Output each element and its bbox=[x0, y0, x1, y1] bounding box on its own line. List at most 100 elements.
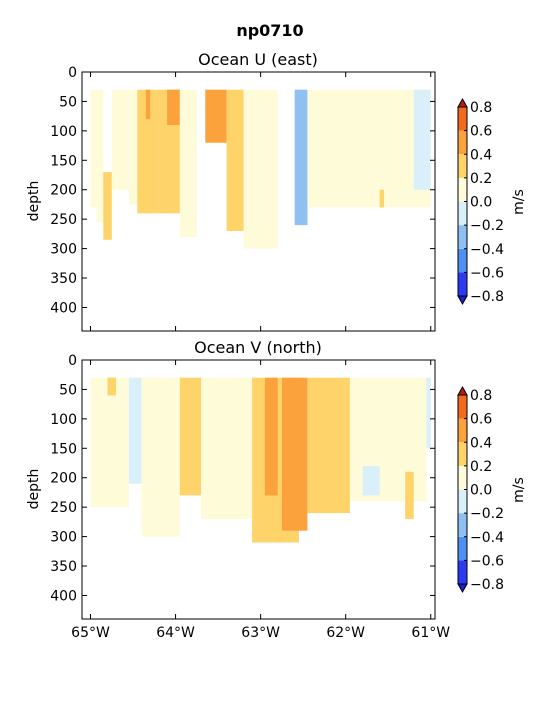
colorbar-tick-label: 0.2 bbox=[470, 171, 492, 187]
heatmap-cell bbox=[226, 89, 244, 231]
colorbar-swatch bbox=[458, 513, 467, 537]
y-axis-label: depth bbox=[26, 181, 42, 222]
y-tick-label: 300 bbox=[50, 530, 77, 546]
colorbar-swatch bbox=[458, 130, 467, 155]
panel-ocean-u: Ocean U (east) depth m/s 0 50 100 150 200 250… bbox=[26, 50, 527, 332]
heatmap-cell bbox=[111, 89, 129, 190]
colorbar-tick-label: 0.4 bbox=[470, 147, 492, 163]
heatmap-cell bbox=[179, 377, 202, 496]
heatmap-cell bbox=[128, 377, 142, 484]
y-tick-label: 0 bbox=[68, 65, 77, 81]
y-tick-label: 350 bbox=[50, 271, 77, 287]
x-tick-label: 65°W bbox=[71, 625, 110, 641]
colorbar-swatch bbox=[458, 272, 467, 296]
colorbar-tick-label: 0.8 bbox=[470, 100, 492, 116]
colorbar-tick-label: 0.0 bbox=[470, 195, 492, 211]
colorbar-swatch bbox=[458, 418, 467, 443]
heatmap-cell bbox=[264, 377, 278, 496]
colorbar-label: m/s bbox=[511, 189, 527, 215]
colorbar-swatch bbox=[458, 536, 467, 561]
heatmap-cell bbox=[281, 377, 308, 531]
colorbar-swatch bbox=[458, 248, 467, 273]
colorbar-label: m/s bbox=[511, 477, 527, 503]
colorbar-extend-min bbox=[457, 583, 468, 594]
colorbar-tick-label: 0.2 bbox=[470, 459, 492, 475]
colorbar-extend-min bbox=[457, 295, 468, 306]
heatmap-cell bbox=[362, 466, 380, 496]
heatmap-cell bbox=[145, 89, 151, 120]
y-tick-label: 150 bbox=[50, 441, 77, 457]
y-tick-label: 250 bbox=[50, 212, 77, 228]
heatmap-cells bbox=[90, 377, 431, 543]
heatmap-cell bbox=[167, 89, 180, 125]
colorbar-tick-label: −0.6 bbox=[470, 553, 504, 569]
axes-frame bbox=[81, 359, 436, 620]
y-tick-label: 350 bbox=[50, 559, 77, 575]
heatmap-cell bbox=[307, 377, 350, 514]
y-tick-label: 100 bbox=[50, 124, 77, 140]
x-tick-label: 64°W bbox=[156, 625, 195, 641]
figure-title: np0710 bbox=[236, 21, 303, 40]
colorbar-extend-max bbox=[457, 97, 468, 108]
colorbar-tick-label: −0.8 bbox=[470, 289, 504, 305]
y-tick-label: 0 bbox=[68, 353, 77, 369]
heatmap-cell bbox=[405, 471, 414, 519]
colorbar-tick-label: −0.2 bbox=[470, 506, 504, 522]
panel-title: Ocean V (north) bbox=[194, 338, 322, 357]
heatmap-cell bbox=[349, 377, 427, 502]
y-tick-label: 250 bbox=[50, 500, 77, 516]
heatmap-cell bbox=[179, 89, 197, 237]
colorbar-swatch bbox=[458, 489, 467, 514]
y-tick-label: 50 bbox=[59, 382, 77, 398]
y-tick-label: 100 bbox=[50, 412, 77, 428]
heatmap-cell bbox=[201, 377, 253, 519]
heatmap-cell bbox=[128, 89, 138, 205]
colorbar-swatch bbox=[458, 201, 467, 226]
colorbar-swatch bbox=[458, 225, 467, 249]
heatmap-cells bbox=[90, 89, 431, 249]
colorbar-swatch bbox=[458, 395, 467, 419]
colorbar-tick-label: 0.6 bbox=[470, 412, 492, 428]
y-tick-label: 400 bbox=[50, 588, 77, 604]
heatmap-cell bbox=[426, 377, 431, 449]
colorbar-swatch bbox=[458, 154, 467, 178]
x-tick-label: 62°W bbox=[326, 625, 365, 641]
heatmap-cell bbox=[243, 89, 278, 249]
colorbar-swatch bbox=[458, 177, 467, 202]
panel-title: Ocean U (east) bbox=[198, 50, 318, 69]
heatmap-cell bbox=[294, 89, 308, 226]
colorbar-swatch bbox=[458, 107, 467, 131]
x-tick-label: 61°W bbox=[411, 625, 450, 641]
colorbar-tick-label: 0.6 bbox=[470, 124, 492, 140]
heatmap-cell bbox=[90, 377, 129, 508]
heatmap-cell bbox=[107, 377, 116, 396]
heatmap-cell bbox=[137, 89, 159, 214]
colorbar: 0.8 0.6 0.4 0.2 0.0 −0.2 −0.4 −0.6 −0.8 bbox=[457, 385, 504, 594]
y-axis-label: depth bbox=[26, 469, 42, 510]
heatmap-cell bbox=[379, 189, 384, 208]
heatmap-cell bbox=[90, 89, 97, 208]
colorbar-swatch bbox=[458, 442, 467, 466]
heatmap-cell bbox=[205, 89, 227, 143]
colorbar-tick-label: −0.2 bbox=[470, 218, 504, 234]
heatmap-cell bbox=[96, 89, 104, 223]
colorbar-tick-label: 0.0 bbox=[470, 483, 492, 499]
colorbar-tick-label: −0.4 bbox=[470, 530, 504, 546]
y-tick-label: 50 bbox=[59, 94, 77, 110]
axes-frame bbox=[81, 71, 436, 332]
colorbar-tick-label: 0.8 bbox=[470, 388, 492, 404]
x-tick-label: 63°W bbox=[241, 625, 280, 641]
y-tick-label: 300 bbox=[50, 242, 77, 258]
y-tick-label: 200 bbox=[50, 183, 77, 199]
colorbar-tick-label: −0.4 bbox=[470, 242, 504, 258]
heatmap-cell bbox=[413, 89, 431, 190]
y-tick-label: 150 bbox=[50, 153, 77, 169]
y-tick-label: 200 bbox=[50, 471, 77, 487]
heatmap-cell bbox=[141, 377, 180, 537]
colorbar-swatch bbox=[458, 465, 467, 490]
heatmap-cell bbox=[103, 172, 112, 240]
colorbar-tick-label: 0.4 bbox=[470, 435, 492, 451]
heatmap-cell bbox=[307, 89, 431, 208]
colorbar: 0.8 0.6 0.4 0.2 0.0 −0.2 −0.4 −0.6 −0.8 bbox=[457, 97, 504, 306]
